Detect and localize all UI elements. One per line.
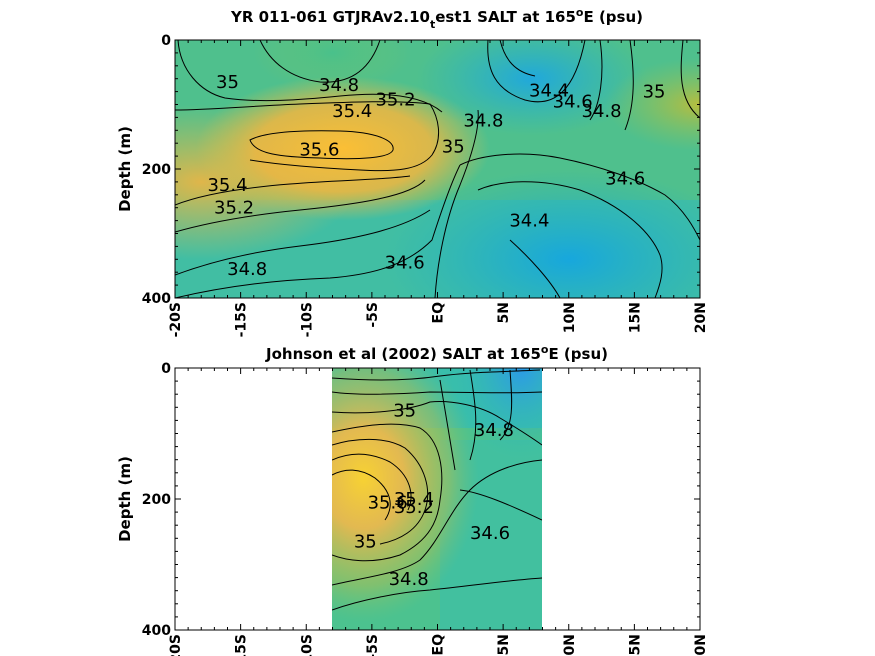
- top-contour-label: 34.8: [582, 101, 622, 122]
- top-contour-label: 34.8: [463, 111, 503, 132]
- bottom-panel: Johnson et al (2002) SALT at 165oE (psu)…: [116, 343, 709, 656]
- bottom-x-tick-label: 5N: [496, 634, 512, 655]
- bottom-contour-label: 34.8: [389, 569, 429, 590]
- bottom-contour-label: 34.8: [474, 420, 514, 441]
- top-contour-label: 34.8: [319, 75, 359, 96]
- top-title: YR 011-061 GTJRAv2.10test1 SALT at 165oE…: [230, 6, 643, 31]
- top-heatmap: [175, 40, 700, 298]
- bottom-x-ticks: -20S -15S -10S -5S EQ 5N 10N 15N 20N: [168, 368, 709, 656]
- top-contour-label: 35.4: [207, 175, 247, 196]
- bottom-x-tick-label: -10S: [299, 634, 315, 656]
- bottom-x-tick-label: 10N: [562, 634, 578, 656]
- bottom-contour-label: 35.4: [394, 489, 434, 510]
- top-y-ticks: 0 200 400: [142, 33, 700, 307]
- top-y-tick-label: 200: [142, 162, 171, 178]
- bottom-x-tick-label: EQ: [431, 634, 447, 656]
- top-contour-labels: 35 34.835.235.435.6 3534.834.434.634.83534…: [207, 72, 665, 280]
- top-contour-label: 35: [442, 136, 465, 157]
- top-x-tick-label: 5N: [496, 302, 512, 323]
- top-x-tick-label: 20N: [693, 302, 709, 333]
- top-x-tick-label: -10S: [299, 302, 315, 337]
- top-contour-label: 35.2: [375, 89, 415, 110]
- top-contour-label: 35: [216, 72, 239, 93]
- bottom-y-tick-label: 0: [161, 361, 171, 377]
- top-y-tick-label: 0: [161, 33, 171, 49]
- bottom-title: Johnson et al (2002) SALT at 165oE (psu): [265, 343, 608, 363]
- bottom-contour-labels: 35 34.8 35.635.435.2 35 34.6 34.8: [354, 401, 514, 590]
- top-contour-label: 35.2: [214, 198, 254, 219]
- bottom-heatmap: [332, 368, 542, 630]
- top-y-tick-label: 400: [142, 291, 171, 307]
- top-y-axis-label: Depth (m): [116, 126, 134, 212]
- top-x-tick-label: -15S: [234, 302, 250, 337]
- bottom-contour-label: 35: [354, 532, 377, 553]
- top-contour-label: 34.6: [385, 253, 425, 274]
- bottom-x-tick-label: -5S: [365, 634, 381, 656]
- bottom-y-axis-label: Depth (m): [116, 456, 134, 542]
- bottom-contour-label: 35.6: [368, 492, 408, 513]
- top-x-ticks: -20S -15S -10S -5S EQ 5N 10N 15N 20N: [168, 40, 709, 337]
- top-contour-label: 34.4: [509, 211, 549, 232]
- bottom-contour-label: 35: [393, 401, 416, 422]
- top-contour-label: 34.8: [227, 259, 267, 280]
- top-x-tick-label: -20S: [168, 302, 184, 337]
- bottom-contour-label: 35.2: [394, 497, 434, 518]
- top-contour-label: 35: [643, 82, 666, 103]
- bottom-y-tick-label: 200: [142, 492, 171, 508]
- top-contour-label: 34.6: [605, 169, 645, 190]
- bottom-x-tick-label: -15S: [234, 634, 250, 656]
- top-contour-label: 35.6: [299, 140, 339, 161]
- top-x-tick-label: 15N: [627, 302, 643, 333]
- top-contour-label: 35.4: [332, 101, 372, 122]
- bottom-y-tick-label: 400: [142, 623, 171, 639]
- bottom-x-tick-label: 20N: [693, 634, 709, 656]
- top-x-tick-label: -5S: [365, 302, 381, 328]
- top-contour-label: 34.6: [553, 91, 593, 112]
- top-panel: YR 011-061 GTJRAv2.10test1 SALT at 165oE…: [116, 6, 709, 337]
- top-x-tick-label: EQ: [431, 302, 447, 324]
- bottom-x-tick-label: 15N: [627, 634, 643, 656]
- bottom-x-tick-label: -20S: [168, 634, 184, 656]
- top-x-tick-label: 10N: [562, 302, 578, 333]
- bottom-contour-label: 34.6: [470, 523, 510, 544]
- bottom-y-ticks: 0 200 400: [142, 361, 700, 639]
- top-contour-label: 34.4: [529, 80, 569, 101]
